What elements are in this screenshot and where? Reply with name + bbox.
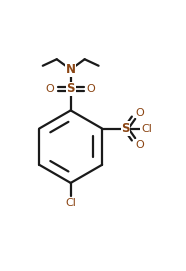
- Text: O: O: [87, 84, 96, 94]
- Text: N: N: [66, 63, 76, 76]
- Text: O: O: [135, 140, 144, 150]
- Text: O: O: [135, 108, 144, 118]
- Text: Cl: Cl: [65, 198, 76, 208]
- Text: O: O: [46, 84, 55, 94]
- Text: S: S: [121, 122, 130, 135]
- Text: S: S: [66, 82, 75, 95]
- Text: Cl: Cl: [141, 124, 152, 134]
